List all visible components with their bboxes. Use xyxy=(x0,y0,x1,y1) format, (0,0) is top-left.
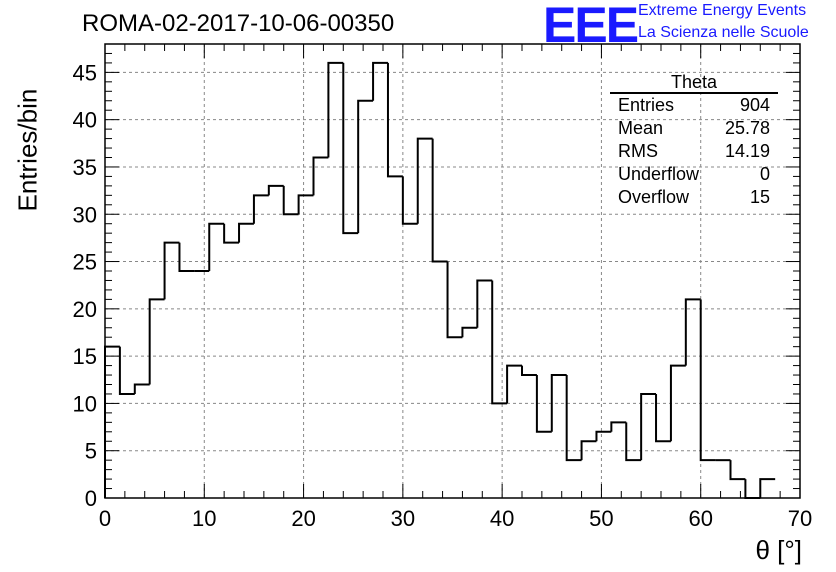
histogram-bin xyxy=(744,479,761,499)
histogram-bin xyxy=(595,430,612,442)
y-tick-label: 0 xyxy=(85,486,97,511)
histogram-bin xyxy=(699,299,716,462)
histogram-bin xyxy=(133,383,150,394)
histogram-bin xyxy=(252,194,269,224)
y-tick-label: 10 xyxy=(73,391,97,416)
histogram-bin xyxy=(669,364,686,442)
stats-row-mean: Mean 25.78 xyxy=(610,117,778,140)
histogram-bin xyxy=(386,62,403,178)
stats-label: Overflow xyxy=(618,187,690,207)
stats-value: 15 xyxy=(749,187,770,207)
y-tick-label: 20 xyxy=(73,297,97,322)
histogram-bin xyxy=(118,346,135,395)
stats-row-overflow: Overflow 15 xyxy=(610,186,778,209)
x-tick-label: 30 xyxy=(391,506,415,531)
histogram-bin xyxy=(223,223,240,244)
histogram-bin xyxy=(521,365,537,377)
stats-value: 0 xyxy=(759,164,770,184)
histogram-bin xyxy=(655,393,671,443)
histogram-bin xyxy=(759,478,776,498)
histogram-bin xyxy=(565,375,582,462)
stats-row-rms: RMS 14.19 xyxy=(610,140,778,163)
y-tick-label: 5 xyxy=(85,439,97,464)
histogram-bin xyxy=(327,61,344,158)
histogram-bin xyxy=(267,184,284,196)
histogram-bin xyxy=(729,460,746,481)
eee-logo: EEE xyxy=(543,0,639,53)
histogram-bin xyxy=(282,185,299,216)
histogram-bin xyxy=(178,242,195,272)
histogram-bin xyxy=(357,99,374,234)
histogram-bin xyxy=(580,440,597,461)
histogram-bin xyxy=(148,298,165,385)
x-tick-label: 50 xyxy=(589,506,613,531)
histogram-bin xyxy=(491,280,508,405)
histogram-bin xyxy=(625,422,642,462)
y-axis-label-wrap: Entries/bin xyxy=(8,89,43,212)
x-axis-label: θ [°] xyxy=(755,535,802,565)
stats-row-underflow: Underflow 0 xyxy=(610,163,778,186)
histogram-bin xyxy=(550,374,567,432)
histogram-bin xyxy=(208,222,225,271)
stats-value: 25.78 xyxy=(724,118,770,138)
y-tick-label: 35 xyxy=(73,155,97,180)
histogram-bin xyxy=(446,261,463,339)
stats-value: 14.19 xyxy=(724,141,770,161)
y-tick-label: 40 xyxy=(73,108,97,133)
stats-label: Entries xyxy=(618,95,675,115)
logo-text-line2: La Scienza nelle Scuole xyxy=(638,24,809,41)
x-tick-label: 70 xyxy=(788,506,812,531)
histogram-bin xyxy=(342,62,359,235)
stats-box: Theta Entries 904 Mean 25.78 RMS 14.19 U… xyxy=(610,72,778,209)
y-axis-label: Entries/bin xyxy=(12,88,43,212)
histogram-bin xyxy=(640,392,657,461)
stats-label: Mean xyxy=(618,118,664,138)
histogram-bin xyxy=(476,279,493,328)
y-tick-label: 25 xyxy=(73,250,97,275)
histogram-bin xyxy=(535,375,552,433)
x-tick-label: 10 xyxy=(192,506,216,531)
histogram-bin xyxy=(506,364,522,404)
histogram-bin xyxy=(684,298,701,366)
stats-label: Underflow xyxy=(618,164,700,184)
x-tick-label: 20 xyxy=(291,506,315,531)
logo-text-line1: Extreme Energy Events xyxy=(638,2,807,19)
stats-label: RMS xyxy=(618,141,658,161)
histogram-bin xyxy=(610,421,627,432)
histogram-bin xyxy=(461,326,478,338)
y-tick-label: 45 xyxy=(73,60,97,85)
y-tick-label: 15 xyxy=(73,344,97,369)
histogram-bin xyxy=(401,176,418,225)
histogram-bin xyxy=(297,194,314,215)
x-tick-label: 60 xyxy=(688,506,712,531)
x-tick-label: 0 xyxy=(99,506,111,531)
histogram-bin xyxy=(416,137,433,224)
histogram-bin xyxy=(372,61,388,101)
x-tick-label: 40 xyxy=(490,506,514,531)
stats-row-entries: Entries 904 xyxy=(610,94,778,117)
stats-value: 904 xyxy=(739,95,770,115)
chart-title: ROMA-02-2017-10-06-00350 xyxy=(82,10,395,37)
stats-title: Theta xyxy=(610,72,778,94)
histogram-bin xyxy=(238,222,254,243)
y-tick-label: 30 xyxy=(73,202,97,227)
histogram-bin xyxy=(163,241,180,300)
histogram-bin xyxy=(312,156,329,196)
histogram-bin xyxy=(431,138,448,263)
